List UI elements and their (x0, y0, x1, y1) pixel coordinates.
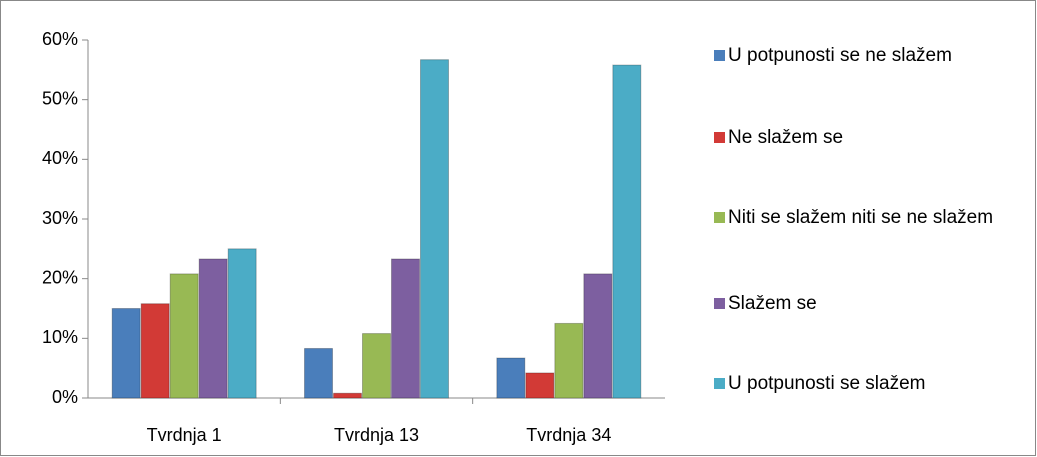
legend-item: Ne slažem se (714, 122, 1004, 154)
bar (333, 392, 362, 399)
legend-swatch (714, 378, 725, 389)
y-tick-label: 50% (42, 88, 78, 108)
y-tick-label: 30% (42, 208, 78, 228)
x-tick-label: Tvrdnja 34 (526, 425, 611, 445)
bar (227, 248, 257, 399)
bar (583, 273, 613, 399)
legend-label: U potpunosti se ne slažem (728, 45, 952, 66)
y-tick-label: 0% (52, 387, 78, 407)
legend-item: Slažem se (714, 288, 1004, 320)
legend-item: Niti se slažem niti se ne slažem (714, 202, 1004, 234)
legend-label: Niti se slažem niti se ne slažem (728, 207, 994, 228)
y-tick-label: 60% (42, 29, 78, 49)
bar (362, 333, 391, 399)
bar (612, 64, 642, 399)
legend-label: Slažem se (728, 293, 817, 314)
y-tick-label: 40% (42, 148, 78, 168)
bar (525, 372, 555, 399)
bar (496, 357, 526, 399)
x-tick-label: Tvrdnja 13 (334, 425, 419, 445)
bar (391, 258, 420, 399)
bar (198, 258, 228, 399)
bar (140, 303, 170, 399)
legend-item: U potpunosti se ne slažem (714, 40, 1004, 72)
legend-swatch (714, 50, 725, 61)
x-tick-label: Tvrdnja 1 (147, 425, 222, 445)
y-tick-label: 10% (42, 327, 78, 347)
legend-label: Ne slažem se (728, 127, 844, 148)
legend-item: U potpunosti se slažem (714, 368, 1004, 400)
bar (420, 59, 449, 399)
legend-swatch (714, 298, 725, 309)
bar (169, 273, 199, 399)
bar (111, 308, 141, 399)
bar (304, 347, 333, 399)
legend-swatch (714, 132, 725, 143)
bar (554, 322, 584, 399)
legend-label: U potpunosti se slažem (728, 373, 926, 394)
y-tick-label: 20% (42, 267, 78, 287)
legend: U potpunosti se ne slažem Ne slažem se Nit… (714, 40, 1014, 410)
legend-swatch (714, 212, 725, 223)
